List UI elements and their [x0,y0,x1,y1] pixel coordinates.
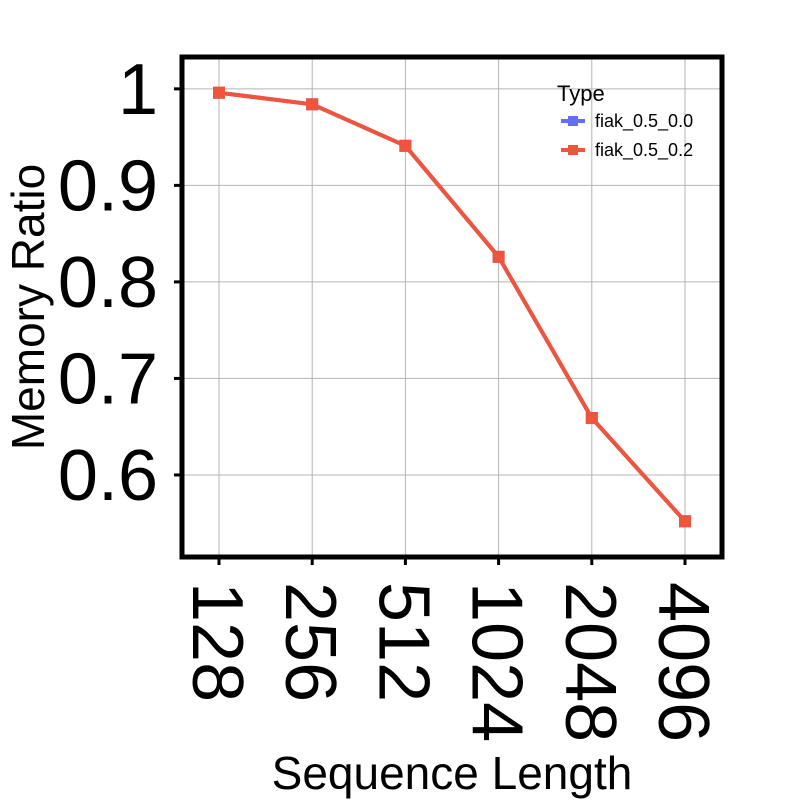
x-tick-label: 2048 [550,582,630,742]
legend: Type fiak_0.5_0.0 fiak_0.5_0.2 [557,81,693,161]
legend-label: fiak_0.5_0.0 [595,111,693,132]
x-tick-label: 128 [177,582,257,702]
y-tick-label: 0.8 [58,243,158,323]
legend-label: fiak_0.5_0.2 [595,140,693,161]
data-point [492,250,505,263]
plot-frame [179,54,725,560]
x-axis-title: Sequence Length [272,747,633,799]
series-line [218,90,687,523]
x-axis-ticks: 128 256 512 1024 2048 4096 [177,557,723,742]
data-point [213,86,225,99]
legend-swatch-marker [568,116,578,126]
y-tick-label: 0.7 [58,339,158,419]
legend-swatch-marker [568,145,578,155]
y-tick-label: 0.6 [58,436,158,516]
data-point [306,98,319,111]
grid [182,57,722,557]
y-axis-title: Memory Ratio [2,164,54,450]
x-tick-label: 512 [363,582,443,702]
series-fiak_0.5_0.2 [213,86,691,528]
legend-title: Type [557,81,605,106]
x-tick-label: 256 [270,582,350,702]
y-axis-ticks: 0.6 0.7 0.8 0.9 1 [58,50,182,516]
x-tick-label: 1024 [457,582,537,742]
y-tick-label: 0.9 [58,146,158,226]
series-layer [213,86,691,528]
y-tick-label: 1 [118,50,158,130]
data-point [585,412,598,425]
data-point [399,139,412,152]
data-point [679,515,691,528]
x-tick-label: 4096 [643,582,723,742]
